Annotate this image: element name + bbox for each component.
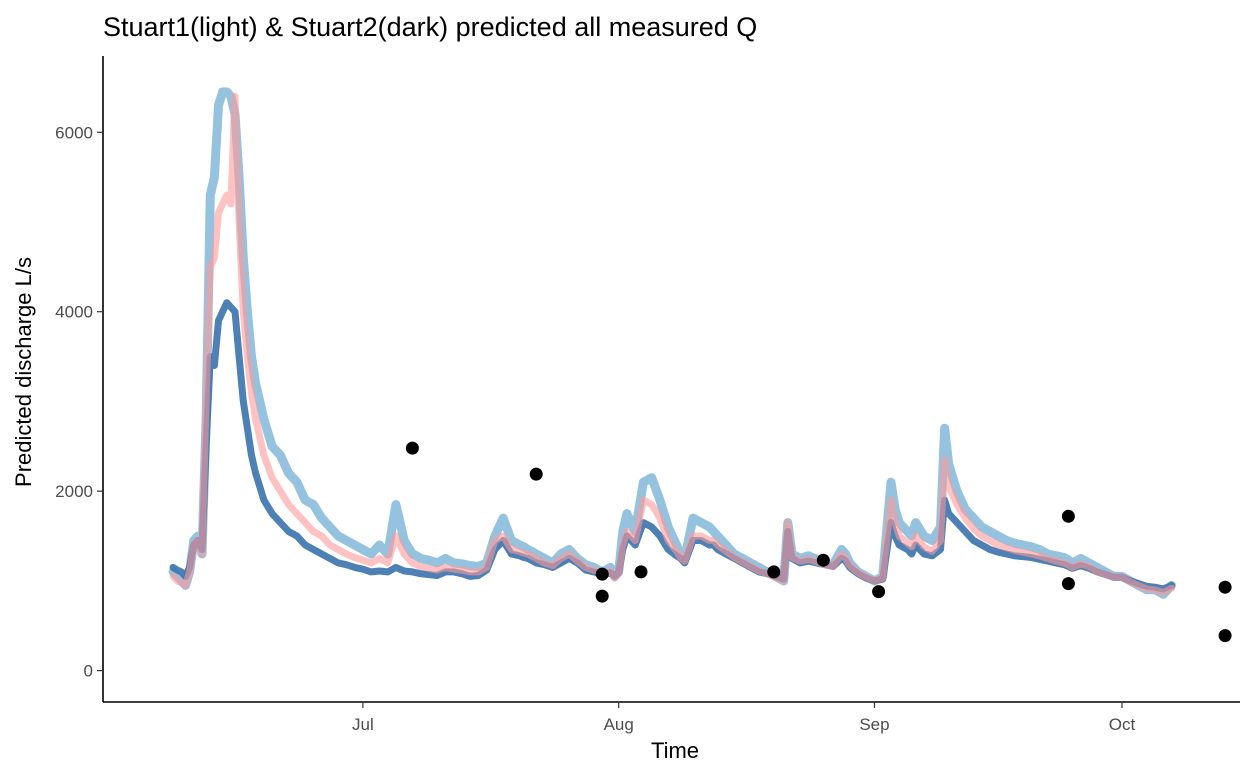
series-line-stuart1-light	[168, 87, 1176, 599]
x-axis-title: Time	[651, 738, 699, 763]
x-axis-ticks: Jul Aug Sep Oct	[352, 702, 1136, 734]
measured-point-1	[405, 441, 419, 455]
measured-point-6	[767, 565, 781, 579]
x-tick-label: Sep	[859, 715, 889, 734]
y-tick-label: 6000	[55, 123, 93, 142]
measured-point-12	[1218, 629, 1232, 643]
measured-point-4	[595, 589, 609, 603]
x-tick-label: Aug	[604, 715, 634, 734]
y-axis-title: Predicted discharge L/s	[11, 257, 36, 487]
y-tick-label: 2000	[55, 482, 93, 501]
measured-point-11	[1218, 580, 1232, 594]
measured-point-5	[634, 565, 648, 579]
measured-point-8	[872, 585, 886, 599]
chart-title: Stuart1(light) & Stuart2(dark) predicted…	[103, 12, 757, 42]
x-tick-label: Jul	[352, 715, 374, 734]
measured-point-3	[595, 567, 609, 581]
measured-point-10	[1061, 577, 1075, 591]
measured-point-7	[816, 553, 830, 567]
plot-area	[168, 87, 1232, 643]
measured-point-2	[529, 467, 543, 481]
x-tick-label: Oct	[1109, 715, 1136, 734]
y-tick-label: 4000	[55, 303, 93, 322]
series-line-predicted-red	[169, 92, 1175, 596]
y-tick-label: 0	[84, 662, 93, 681]
series-line-stuart2-dark	[169, 299, 1175, 593]
y-axis-ticks: 0 2000 4000 6000	[55, 123, 103, 681]
measured-point-9	[1061, 509, 1075, 523]
